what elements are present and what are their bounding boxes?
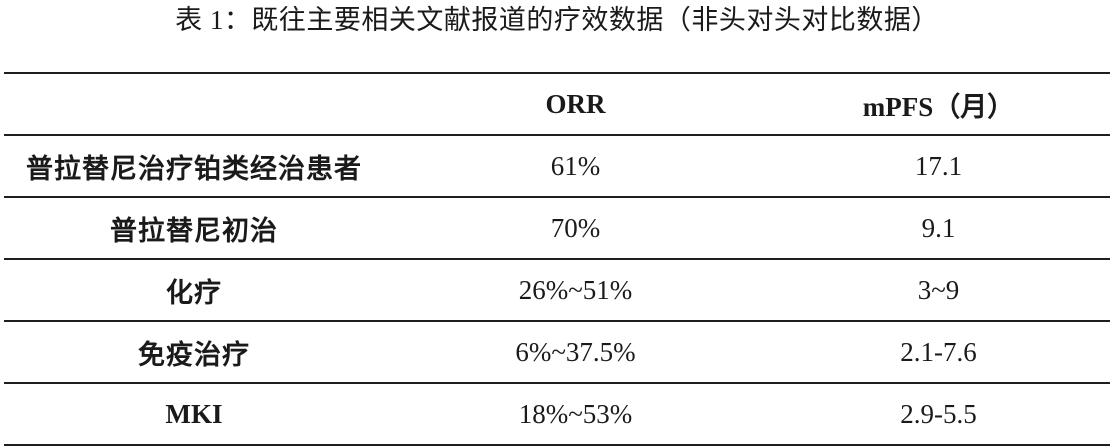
efficacy-table: ORR mPFS（月） 普拉替尼治疗铂类经治患者 61% 17.1 普拉替尼初治… (4, 72, 1110, 446)
row-label: 普拉替尼初治 (4, 197, 384, 260)
row-label: MKI (4, 383, 384, 446)
mpfs-value: 17.1 (767, 135, 1110, 198)
table-row: MKI 18%~53% 2.9-5.5 (4, 383, 1110, 446)
table-row: 普拉替尼治疗铂类经治患者 61% 17.1 (4, 135, 1110, 198)
table-row: 化疗 26%~51% 3~9 (4, 259, 1110, 322)
header-row: ORR mPFS（月） (4, 74, 1110, 136)
mpfs-value: 2.9-5.5 (767, 383, 1110, 446)
header-orr: ORR (384, 74, 767, 136)
orr-value: 18%~53% (384, 383, 767, 446)
table-body: 普拉替尼治疗铂类经治患者 61% 17.1 普拉替尼初治 70% 9.1 化疗 … (4, 135, 1110, 446)
row-label: 化疗 (4, 259, 384, 322)
table-header: ORR mPFS（月） (4, 72, 1110, 136)
mpfs-value: 2.1-7.6 (767, 321, 1110, 384)
orr-value: 6%~37.5% (384, 321, 767, 384)
row-label: 免疫治疗 (4, 321, 384, 384)
orr-value: 26%~51% (384, 259, 767, 322)
header-mpfs: mPFS（月） (767, 74, 1110, 136)
orr-value: 61% (384, 135, 767, 198)
table-row: 免疫治疗 6%~37.5% 2.1-7.6 (4, 321, 1110, 384)
efficacy-table-container: ORR mPFS（月） 普拉替尼治疗铂类经治患者 61% 17.1 普拉替尼初治… (4, 72, 1110, 446)
mpfs-value: 3~9 (767, 259, 1110, 322)
row-label: 普拉替尼治疗铂类经治患者 (4, 135, 384, 198)
mpfs-value: 9.1 (767, 197, 1110, 260)
orr-value: 70% (384, 197, 767, 260)
header-row-label (4, 74, 384, 136)
table-row: 普拉替尼初治 70% 9.1 (4, 197, 1110, 260)
table-caption: 表 1：既往主要相关文献报道的疗效数据（非头对头对比数据） (175, 5, 939, 35)
